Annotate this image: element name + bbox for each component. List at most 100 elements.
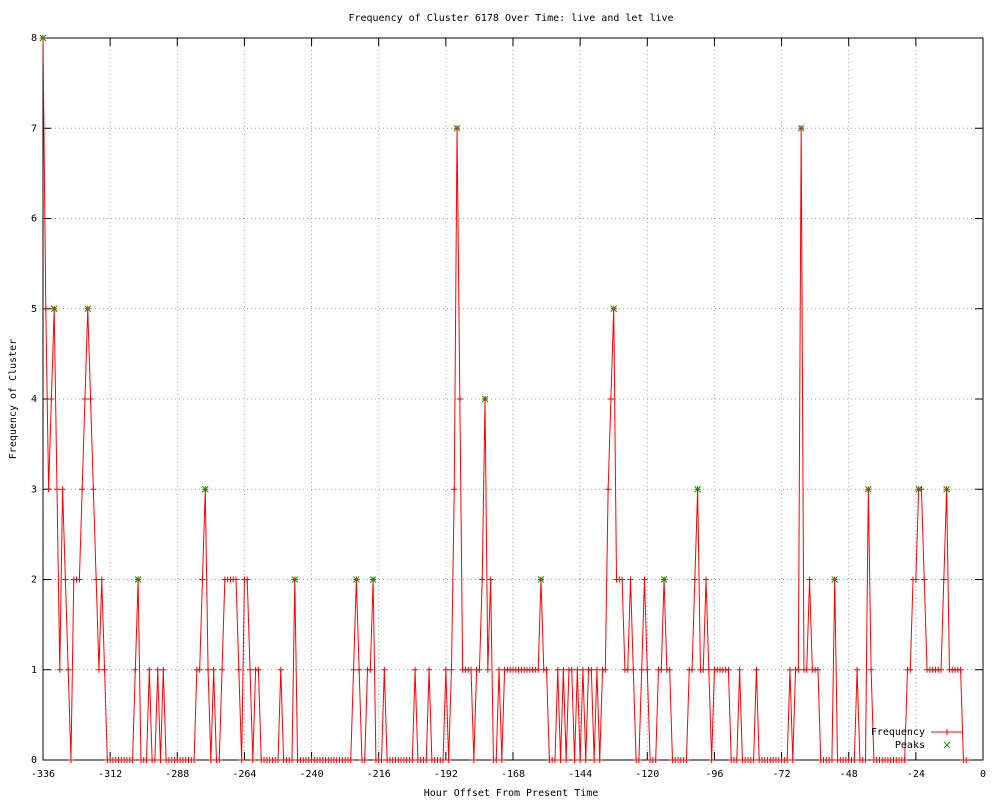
- x-tick-label: -264: [232, 769, 256, 780]
- point-marker: [535, 666, 542, 673]
- point-marker: [641, 576, 648, 583]
- point-marker: [233, 576, 240, 583]
- x-tick-label: -120: [635, 769, 659, 780]
- point-marker: [918, 486, 925, 493]
- point-marker: [275, 757, 281, 763]
- point-marker: [554, 666, 561, 673]
- point-marker: [496, 666, 503, 673]
- point-marker: [205, 666, 212, 673]
- point-marker: [901, 757, 908, 763]
- point-marker: [635, 757, 642, 763]
- x-tick-label: -192: [434, 769, 458, 780]
- point-marker: [563, 757, 570, 763]
- point-marker: [571, 757, 578, 763]
- point-marker: [412, 666, 419, 673]
- point-marker: [160, 666, 167, 673]
- y-tick-label: 1: [31, 665, 37, 676]
- peak-marker: [481, 395, 489, 403]
- peak-marker: [660, 576, 668, 583]
- point-marker: [191, 757, 198, 763]
- point-marker: [207, 757, 214, 763]
- point-marker: [588, 666, 595, 673]
- peak-marker: [201, 485, 209, 493]
- peak-marker: [610, 305, 618, 313]
- point-marker: [129, 757, 136, 763]
- x-tick-label: -168: [501, 769, 525, 780]
- point-marker: [602, 666, 609, 673]
- x-tick-label: -48: [840, 769, 858, 780]
- point-marker: [963, 757, 970, 763]
- point-marker: [476, 666, 483, 673]
- point-marker: [579, 666, 586, 673]
- point-marker: [350, 666, 357, 673]
- point-marker: [65, 666, 72, 673]
- point-marker: [244, 576, 251, 583]
- point-marker: [95, 666, 102, 673]
- peak-marker: [831, 576, 839, 583]
- point-marker: [249, 757, 256, 763]
- point-marker: [627, 576, 634, 583]
- point-marker: [448, 666, 455, 673]
- plot-border: [42, 37, 984, 761]
- point-marker: [479, 576, 486, 583]
- point-marker: [423, 757, 430, 763]
- point-marker: [277, 666, 284, 673]
- point-marker: [210, 666, 217, 673]
- point-marker: [498, 757, 505, 763]
- point-marker: [784, 757, 791, 763]
- x-tick-label: -336: [31, 769, 55, 780]
- point-marker: [381, 666, 388, 673]
- x-tick-label: -288: [165, 769, 189, 780]
- legend-label: Frequency: [871, 727, 925, 738]
- point-marker: [921, 576, 928, 583]
- point-marker: [814, 666, 821, 673]
- point-marker: [487, 576, 494, 583]
- point-marker: [652, 757, 659, 763]
- point-marker: [451, 486, 458, 493]
- x-tick-label: -144: [568, 769, 592, 780]
- point-marker: [683, 757, 690, 763]
- point-marker: [235, 666, 242, 673]
- point-marker: [468, 666, 475, 673]
- point-marker: [689, 666, 696, 673]
- x-tick-label: -240: [300, 769, 324, 780]
- point-marker: [789, 757, 796, 763]
- point-marker: [557, 757, 564, 763]
- y-tick-label: 3: [31, 484, 37, 495]
- peak-marker: [797, 124, 805, 132]
- point-marker: [378, 757, 385, 763]
- point-marker: [98, 576, 105, 583]
- point-marker: [854, 666, 861, 673]
- point-marker: [484, 666, 491, 673]
- point-marker: [705, 666, 712, 673]
- point-marker: [560, 666, 567, 673]
- peak-marker: [50, 305, 58, 313]
- y-tick-label: 5: [31, 304, 37, 315]
- point-marker: [76, 576, 83, 583]
- point-marker: [356, 666, 363, 673]
- point-marker: [940, 576, 947, 583]
- point-marker: [582, 757, 589, 763]
- point-marker: [703, 576, 710, 583]
- point-marker: [574, 666, 581, 673]
- point-marker: [361, 757, 368, 763]
- point-marker: [216, 757, 223, 763]
- legend-label: Peaks: [895, 740, 925, 751]
- peak-marker: [39, 34, 47, 42]
- point-marker: [568, 666, 575, 673]
- point-marker: [367, 666, 374, 673]
- point-marker: [596, 757, 603, 763]
- point-marker: [543, 666, 550, 673]
- point-marker: [862, 757, 869, 763]
- point-marker: [868, 666, 875, 673]
- point-marker: [196, 666, 203, 673]
- y-tick-label: 4: [31, 394, 37, 405]
- x-tick-label: -96: [705, 769, 723, 780]
- point-marker: [736, 666, 743, 673]
- point-marker: [48, 396, 55, 402]
- point-marker: [238, 757, 245, 763]
- point-marker: [67, 757, 74, 763]
- point-marker: [828, 757, 835, 763]
